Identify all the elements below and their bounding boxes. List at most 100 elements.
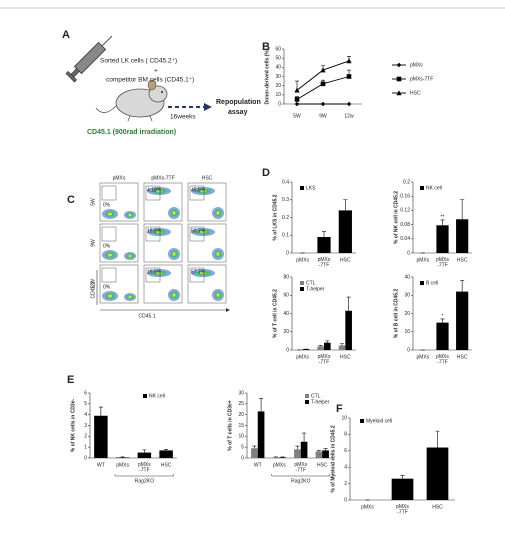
error-bar — [435, 430, 440, 448]
y-tick-label: 4 — [344, 465, 347, 471]
legend-marker — [396, 90, 402, 96]
y-tick-label: 0 — [241, 455, 244, 461]
y-tick-label: 10 — [341, 415, 347, 421]
group-bracket — [271, 474, 331, 477]
y-tick-label: 40 — [283, 311, 289, 317]
y-tick-label: 30 — [404, 293, 410, 299]
legend-label: NK cell — [149, 393, 165, 399]
diagram-text: + — [154, 68, 158, 75]
row-label: 5W — [90, 198, 96, 206]
x-tick-label: pMXs -7TF — [396, 504, 409, 516]
y-tick-label: 0.2 — [403, 179, 410, 185]
y-tick-label: 0 — [407, 250, 410, 256]
diagram-text: competitor BM cells (CD45.1⁺) — [106, 77, 194, 84]
flow-density — [128, 213, 132, 217]
annotation: * — [442, 313, 444, 319]
error-bar — [252, 445, 257, 449]
y-axis-label: % of NK cells in CD3e- — [70, 399, 76, 453]
flow-gate — [145, 267, 161, 283]
bar — [456, 291, 469, 350]
error-bar — [340, 343, 345, 346]
bar — [456, 219, 469, 253]
bar — [272, 457, 280, 458]
x-tick-label: HSC — [317, 462, 328, 468]
y-tick-label: 40 — [404, 274, 410, 280]
legend-label: Myeloid cell — [366, 418, 392, 424]
flow-density — [216, 252, 220, 256]
axis-arrow — [226, 308, 230, 312]
bar — [115, 457, 130, 458]
flow-percentage: 0% — [103, 284, 111, 290]
x-tick-label: pMXs -7TF — [294, 462, 307, 474]
y-tick-label: 40 — [275, 65, 281, 71]
y-tick-label: 0 — [286, 250, 289, 256]
x-tick-label: pMXs — [416, 257, 429, 263]
legend-swatch — [300, 287, 304, 291]
flow-density — [172, 211, 176, 215]
flow-density — [156, 271, 162, 275]
flow-gate — [145, 185, 161, 201]
diagram-text: Repopulation — [216, 99, 261, 106]
y-tick-label: 80 — [283, 274, 289, 280]
diagram-text: Sorted LK cells ( CD45.2⁺) — [100, 58, 177, 65]
y-tick-label: 60 — [275, 46, 281, 52]
bar — [137, 452, 152, 458]
column-header: pMXs — [113, 175, 126, 181]
flow-percentage: 45.6% — [191, 187, 206, 193]
marker — [320, 101, 326, 107]
group-label: Rag2KO — [135, 478, 154, 484]
flow-density — [128, 254, 132, 258]
arrow-head — [204, 103, 212, 111]
legend-label: pMXs — [410, 62, 423, 68]
marker — [346, 58, 352, 64]
legend-label: NK cell — [426, 185, 442, 191]
diagram-text: assay — [228, 109, 248, 116]
marker — [346, 74, 352, 79]
flow-density — [172, 293, 176, 297]
row-label: 9W — [90, 239, 96, 247]
x-tick-label: pMXs -7TF — [318, 354, 331, 366]
flow-density — [200, 230, 206, 234]
legend-swatch — [305, 394, 309, 398]
legend-swatch — [420, 186, 424, 190]
x-tick-label: WT — [254, 462, 262, 468]
diagram: Sorted LK cells ( CD45.2⁺) + competitor … — [65, 35, 261, 136]
error-bar — [164, 449, 169, 451]
error-bar — [316, 450, 321, 452]
flow-density — [216, 293, 220, 297]
y-tick-label: 1 — [84, 444, 87, 450]
flow-gate — [145, 226, 161, 242]
x-tick-label: HSC — [340, 257, 351, 263]
flow-gate — [101, 226, 117, 242]
y-tick-label: 0.16 — [400, 194, 410, 200]
y-tick-label: 30 — [275, 74, 281, 80]
x-tick-label: 9W — [319, 113, 327, 119]
y-axis-label: % of B cell in CD45.2 — [393, 289, 399, 339]
error-bar — [460, 280, 465, 292]
error-bar — [98, 406, 103, 416]
y-tick-label: 60 — [283, 293, 289, 299]
flow-percentage: 19.5% — [147, 269, 162, 275]
error-bar — [322, 231, 326, 238]
bar — [279, 457, 286, 458]
x-tick-label: pMXs — [416, 354, 429, 360]
marker — [346, 101, 352, 107]
y-tick-label: 2 — [84, 434, 87, 440]
flow-gate — [101, 185, 117, 201]
bar — [338, 210, 352, 253]
flow-percentage: 4.18% — [147, 187, 162, 193]
marker — [320, 81, 326, 87]
bar — [345, 310, 352, 350]
annotation: ** — [441, 214, 445, 220]
flow-gate — [189, 185, 205, 201]
panel-label: E — [67, 374, 74, 386]
x-tick-label: pMXs -7TF — [436, 257, 449, 269]
y-tick-label: 0.2 — [282, 215, 289, 221]
panel-label: F — [336, 403, 343, 415]
bar — [338, 345, 346, 350]
y-tick-label: 3 — [84, 423, 87, 429]
flow-density — [216, 211, 220, 215]
flow-density — [200, 271, 206, 275]
diagram-text: CD45.1 (900rad irradiation) — [87, 129, 176, 136]
error-bar — [295, 445, 300, 450]
